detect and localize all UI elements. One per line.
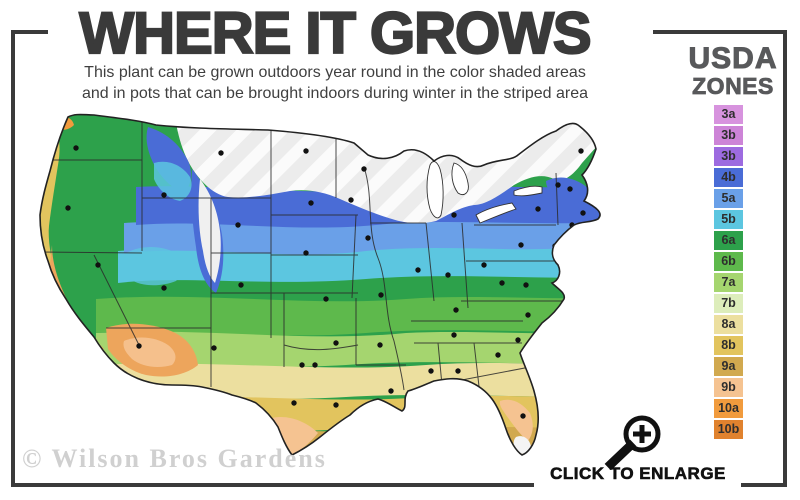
city-marker <box>535 206 541 212</box>
zone-legend: 3a 3b 3b 4b 5a 5b 6a 6b 7a 7b 8a 8b 9a 9b 10a 10b <box>714 105 743 441</box>
city-marker <box>323 296 329 302</box>
city-marker <box>348 197 354 203</box>
legend-swatch-5b: 5b <box>714 210 743 229</box>
state-borders <box>40 117 562 396</box>
usda-zone-map[interactable] <box>6 103 666 481</box>
city-marker <box>523 282 529 288</box>
city-marker <box>218 150 224 156</box>
frame-border-bottom-left <box>11 483 534 487</box>
subtitle-line-2: and in pots that can be brought indoors … <box>81 85 589 102</box>
city-marker <box>495 352 501 358</box>
city-marker <box>161 192 167 198</box>
city-marker <box>303 250 309 256</box>
legend-swatch-4b: 4b <box>714 168 743 187</box>
legend-swatch-9a: 9a <box>714 357 743 376</box>
usda-zones-heading: USDA ZONES <box>681 42 785 100</box>
city-marker <box>428 368 434 374</box>
legend-swatch-7b: 7b <box>714 294 743 313</box>
legend-swatch-3a: 3a <box>714 105 743 124</box>
legend-swatch-5a: 5a <box>714 189 743 208</box>
city-marker <box>567 186 573 192</box>
city-marker <box>388 388 394 394</box>
frame-border-bottom-right <box>741 483 787 487</box>
city-marker <box>555 182 561 188</box>
city-marker <box>238 282 244 288</box>
city-marker <box>299 362 305 368</box>
city-marker <box>303 148 309 154</box>
city-marker <box>377 342 383 348</box>
city-marker <box>451 332 457 338</box>
city-marker <box>365 235 371 241</box>
usda-label: USDA <box>688 42 778 76</box>
city-marker <box>73 145 79 151</box>
city-marker <box>291 400 297 406</box>
watermark: © Wilson Bros Gardens <box>22 444 327 473</box>
click-to-enlarge-label[interactable]: CLICK TO ENLARGE <box>550 464 726 484</box>
frame-border-top-left <box>11 30 48 34</box>
city-marker <box>453 307 459 313</box>
frame-border-right <box>783 30 787 487</box>
legend-swatch-6b: 6b <box>714 252 743 271</box>
city-marker <box>415 267 421 273</box>
city-marker <box>518 242 524 248</box>
city-marker <box>211 345 217 351</box>
zones-label: ZONES <box>692 73 774 100</box>
city-marker <box>312 362 318 368</box>
city-marker <box>455 368 461 374</box>
city-marker <box>515 337 521 343</box>
legend-swatch-10b: 10b <box>714 420 743 439</box>
frame-border-top-right <box>653 30 787 34</box>
legend-swatch-3b: 3b <box>714 126 743 145</box>
legend-swatch-6a: 6a <box>714 231 743 250</box>
city-marker <box>308 200 314 206</box>
city-marker <box>95 262 101 268</box>
city-marker <box>580 210 586 216</box>
city-marker <box>235 222 241 228</box>
legend-swatch-10a: 10a <box>714 399 743 418</box>
magnifier-zoom-icon[interactable] <box>596 412 668 470</box>
city-marker <box>378 292 384 298</box>
city-marker <box>525 312 531 318</box>
city-marker <box>65 205 71 211</box>
city-marker <box>520 413 526 419</box>
city-marker <box>161 285 167 291</box>
page-title: WHERE IT GROWS <box>78 0 592 67</box>
city-marker <box>333 402 339 408</box>
subtitle-line-1: This plant can be grown outdoors year ro… <box>84 64 586 81</box>
subtitle: This plant can be grown outdoors year ro… <box>15 62 655 104</box>
legend-swatch-7a: 7a <box>714 273 743 292</box>
legend-swatch-8b: 8b <box>714 336 743 355</box>
city-marker <box>445 272 451 278</box>
city-marker <box>451 212 457 218</box>
frame-border-left <box>11 30 15 487</box>
legend-swatch-3b: 3b <box>714 147 743 166</box>
city-marker <box>481 262 487 268</box>
legend-swatch-8a: 8a <box>714 315 743 334</box>
city-marker <box>333 340 339 346</box>
city-marker <box>45 272 51 278</box>
city-marker <box>578 148 584 154</box>
legend-swatch-9b: 9b <box>714 378 743 397</box>
great-lakes <box>426 161 543 224</box>
city-marker <box>361 166 367 172</box>
city-marker <box>499 280 505 286</box>
city-marker <box>136 343 142 349</box>
